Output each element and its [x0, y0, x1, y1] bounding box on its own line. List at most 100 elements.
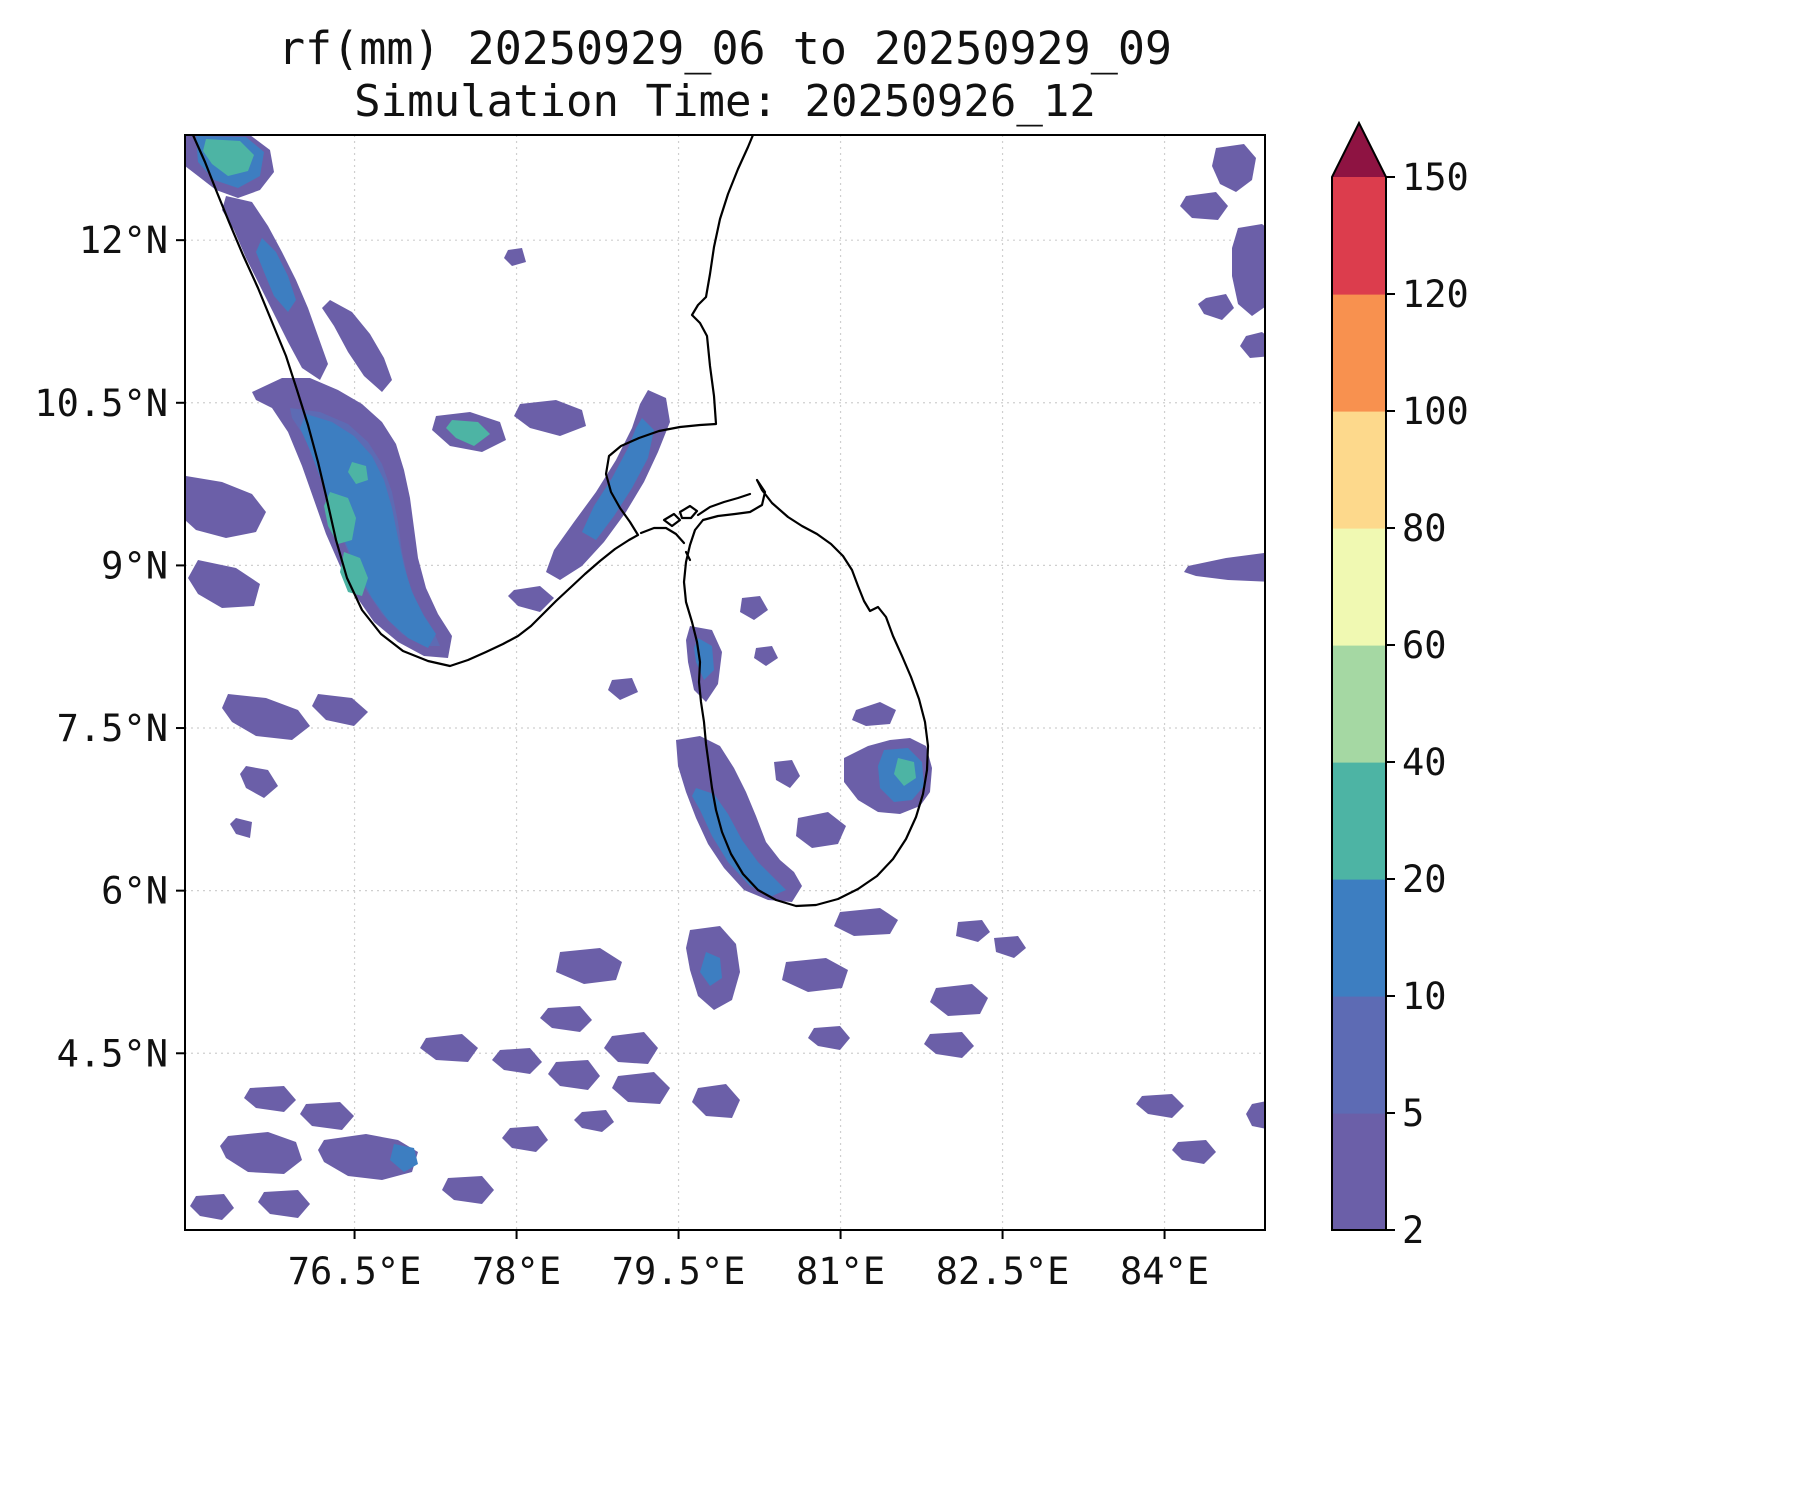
rain-patch — [300, 1102, 354, 1130]
rain-patch — [556, 948, 622, 984]
coastline — [662, 512, 682, 528]
rain-patch — [930, 984, 988, 1016]
rain-patch — [540, 1006, 592, 1032]
rain-patch — [1172, 1140, 1216, 1164]
rain-patch — [190, 1194, 234, 1220]
colorbar-tick-label: 5 — [1402, 1092, 1424, 1135]
y-tick-label: 4.5°N — [57, 1032, 168, 1075]
coastline — [678, 504, 699, 520]
rain-patch — [774, 760, 800, 788]
rain-patch — [446, 420, 490, 446]
rain-patch — [230, 818, 252, 838]
rain-patch — [514, 400, 586, 436]
rain-patch — [692, 1084, 740, 1118]
rain-patch — [348, 462, 368, 484]
rain-patch — [508, 586, 554, 612]
rain-patch — [1240, 332, 1265, 358]
y-tick-label: 9°N — [101, 544, 168, 587]
colorbar-tick-label: 120 — [1402, 273, 1469, 316]
colorbar-segment — [1332, 294, 1386, 412]
colorbar: 2 5 10 20 40 60 80 100 120 150 — [1331, 120, 1469, 1252]
x-tick-label: 82.5°E — [936, 1250, 1070, 1293]
colorbar-segment — [1332, 411, 1386, 529]
x-tick-label: 78°E — [472, 1250, 561, 1293]
x-axis: 76.5°E 78°E 79.5°E 81°E 82.5°E 84°E — [288, 1230, 1209, 1293]
rain-patch — [740, 596, 768, 620]
rain-patch — [582, 418, 654, 540]
colorbar-tick-label: 20 — [1402, 858, 1447, 901]
rain-patch — [188, 560, 260, 608]
coastline — [191, 135, 755, 668]
x-tick-label: 79.5°E — [612, 1250, 746, 1293]
rain-patch — [1246, 1101, 1265, 1129]
rain-patch — [1232, 224, 1265, 316]
rain-patch — [692, 788, 786, 896]
rain-patch — [834, 908, 898, 936]
colorbar-segment — [1332, 528, 1386, 646]
rain-patch — [1198, 294, 1234, 320]
coastline — [639, 526, 686, 545]
rain-patch — [808, 1026, 850, 1050]
colorbar-segment — [1332, 645, 1386, 763]
colorbar-outline — [1331, 120, 1387, 1231]
rain-patch — [754, 646, 778, 666]
rain-patch — [502, 1126, 548, 1152]
rain-patch — [700, 952, 722, 986]
colorbar-tick-label: 100 — [1402, 390, 1469, 433]
colorbar-tick-label: 60 — [1402, 624, 1447, 667]
y-axis: 12°N 10.5°N 9°N 7.5°N 6°N 4.5°N — [34, 219, 185, 1075]
colorbar-tick-label: 80 — [1402, 507, 1447, 550]
colorbar-tick-label: 150 — [1402, 156, 1469, 199]
rain-patch — [318, 1134, 418, 1180]
colorbar-tick-label: 2 — [1402, 1209, 1424, 1252]
rain-patch — [504, 248, 526, 266]
colorbar-segment — [1332, 879, 1386, 997]
colorbar-over-arrow — [1332, 123, 1386, 177]
rain-patch — [608, 678, 638, 700]
rain-patch — [300, 414, 436, 648]
rain-patch — [796, 812, 846, 848]
rain-patch — [244, 1086, 296, 1112]
rain-patch — [240, 766, 278, 798]
y-tick-label: 7.5°N — [57, 707, 168, 750]
rain-patch — [676, 736, 802, 902]
coastline — [696, 492, 752, 517]
rain-patch — [604, 1032, 658, 1064]
colorbar-segment — [1332, 996, 1386, 1114]
x-tick-label: 76.5°E — [288, 1250, 422, 1293]
rain-patch — [340, 552, 368, 596]
rainfall-patches — [185, 135, 1265, 1220]
coastline — [682, 478, 930, 908]
colorbar-tick-label: 40 — [1402, 741, 1447, 784]
rain-patch — [220, 1132, 302, 1174]
rain-patch — [390, 1144, 418, 1172]
rain-patch — [924, 1032, 974, 1058]
rain-patch — [324, 492, 356, 544]
rain-patch — [1180, 192, 1228, 220]
rain-patch — [894, 758, 916, 786]
rain-patch — [852, 702, 896, 726]
rain-patch — [222, 694, 310, 740]
y-tick-label: 10.5°N — [34, 382, 168, 425]
rain-patch — [203, 139, 254, 176]
y-tick-label: 12°N — [79, 219, 168, 262]
rain-patch — [442, 1176, 494, 1204]
coastlines — [191, 135, 930, 908]
rain-patch — [312, 694, 368, 726]
rain-patch — [1212, 144, 1256, 192]
colorbar-segment — [1332, 177, 1386, 295]
x-tick-label: 81°E — [796, 1250, 885, 1293]
rain-patch — [420, 1034, 478, 1062]
rain-patch — [782, 958, 848, 992]
rain-patch — [258, 1190, 310, 1218]
plot-frame — [184, 134, 1266, 1231]
rain-patch — [492, 1048, 542, 1074]
y-tick-label: 6°N — [101, 870, 168, 913]
chart-subtitle: Simulation Time: 20250926_12 — [354, 76, 1096, 127]
rain-patch — [1136, 1094, 1184, 1118]
x-tick-label: 84°E — [1120, 1250, 1209, 1293]
rain-patch — [994, 936, 1026, 958]
rain-patch — [256, 238, 296, 312]
rain-patch — [548, 1060, 600, 1090]
